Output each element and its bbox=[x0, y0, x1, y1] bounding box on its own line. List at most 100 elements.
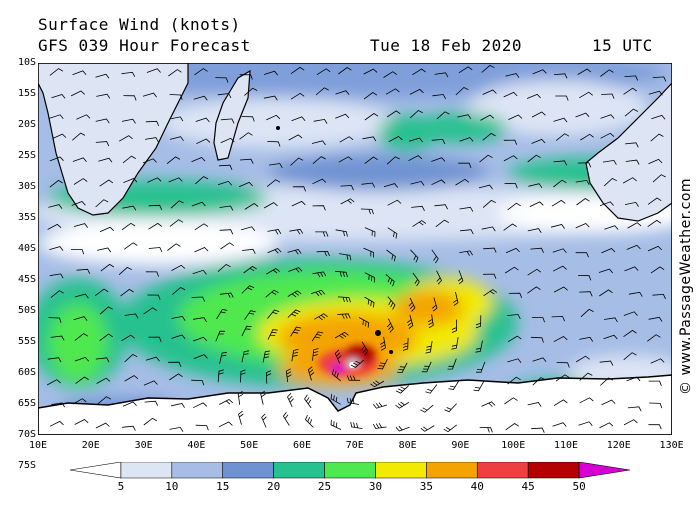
wind-barb bbox=[142, 92, 157, 98]
wind-barb bbox=[240, 226, 256, 231]
legend-swatch bbox=[578, 462, 631, 479]
wind-barb bbox=[626, 376, 641, 382]
wind-barb bbox=[346, 397, 360, 405]
wind-barb bbox=[503, 223, 517, 231]
australia-landmass bbox=[585, 82, 672, 222]
wind-barb bbox=[387, 296, 396, 310]
wind-barb bbox=[432, 94, 446, 100]
legend-level-label: 20 bbox=[267, 480, 281, 493]
wind-speed-fill bbox=[38, 63, 672, 435]
wind-barb bbox=[100, 263, 115, 272]
wind-barb bbox=[388, 136, 403, 143]
wind-barb bbox=[172, 287, 186, 295]
wind-barb bbox=[383, 71, 398, 78]
wind-barb bbox=[459, 137, 474, 142]
wind-barb bbox=[482, 132, 496, 141]
wind-barb bbox=[99, 333, 113, 342]
lon-label: 20E bbox=[81, 440, 100, 451]
wind-barb bbox=[480, 114, 495, 121]
wind-barb bbox=[244, 87, 258, 96]
wind-barb bbox=[195, 176, 209, 185]
wind-barb bbox=[72, 70, 87, 76]
wind-barb bbox=[71, 249, 85, 255]
wind-barb bbox=[238, 410, 244, 425]
forecast-time: 15 UTC bbox=[592, 36, 653, 55]
wind-barb bbox=[305, 414, 314, 428]
wind-barb bbox=[372, 423, 387, 429]
wind-barb bbox=[478, 184, 493, 190]
legend-level-label: 45 bbox=[521, 480, 535, 493]
wind-barb bbox=[648, 424, 662, 430]
lat-label: 20S bbox=[17, 119, 36, 130]
wind-barb bbox=[443, 424, 457, 433]
wind-barb bbox=[527, 402, 542, 407]
wind-barb bbox=[553, 160, 568, 166]
wind-barb bbox=[599, 360, 614, 366]
wind-barb bbox=[457, 270, 464, 285]
wind-barb bbox=[287, 393, 294, 407]
wind-barb bbox=[624, 201, 639, 207]
lon-label: 30E bbox=[134, 440, 153, 451]
wind-barb bbox=[122, 401, 137, 407]
wind-barb bbox=[335, 90, 350, 95]
wind-barb bbox=[312, 178, 327, 185]
wind-barb bbox=[604, 225, 619, 230]
wind-barb bbox=[334, 331, 349, 339]
wind-barb bbox=[386, 110, 401, 118]
lon-label: 60E bbox=[292, 440, 312, 451]
wind-barb bbox=[49, 156, 64, 162]
wind-barb bbox=[220, 137, 235, 144]
wind-barb bbox=[169, 94, 183, 100]
wind-barb bbox=[240, 369, 246, 383]
wind-barb bbox=[505, 247, 520, 254]
wind-barb bbox=[579, 91, 593, 99]
wind-barb bbox=[167, 243, 181, 251]
wind-barb bbox=[241, 325, 252, 337]
wind-barb bbox=[244, 310, 256, 320]
wind-barb bbox=[451, 337, 459, 350]
wind-barb bbox=[47, 357, 62, 363]
wind-barb bbox=[505, 423, 520, 431]
legend-swatch bbox=[222, 462, 274, 479]
wind-barb bbox=[49, 68, 64, 76]
wind-barb bbox=[507, 335, 522, 343]
wind-barb bbox=[503, 91, 518, 98]
wind-barb bbox=[451, 319, 458, 333]
wind-barb bbox=[168, 361, 182, 367]
wind-barb bbox=[648, 316, 663, 322]
wind-barb bbox=[289, 228, 304, 235]
wind-barb bbox=[288, 134, 303, 141]
wind-barb bbox=[292, 186, 306, 192]
wind-barb bbox=[624, 75, 639, 81]
wind-barb bbox=[435, 219, 450, 228]
wind-barb bbox=[508, 292, 523, 298]
wind-barb bbox=[96, 377, 111, 384]
wind-barb bbox=[579, 397, 594, 404]
wind-barb bbox=[74, 333, 89, 341]
wind-barb bbox=[239, 132, 253, 140]
wind-barb bbox=[313, 118, 328, 124]
wind-map bbox=[38, 63, 672, 435]
wind-barb bbox=[73, 223, 89, 228]
wind-barb bbox=[290, 66, 305, 75]
wind-barb bbox=[603, 178, 617, 187]
wind-barb bbox=[553, 73, 568, 79]
wind-barb bbox=[171, 334, 186, 340]
wind-barb bbox=[121, 71, 136, 77]
wind-barb bbox=[627, 222, 642, 229]
wind-barb bbox=[244, 203, 259, 210]
forecast-label: GFS 039 Hour Forecast bbox=[38, 36, 251, 55]
lat-label: 35S bbox=[17, 212, 36, 223]
wind-barb bbox=[95, 141, 110, 147]
wind-barb bbox=[409, 110, 423, 119]
wind-barb bbox=[575, 179, 590, 185]
wind-barb bbox=[628, 291, 643, 297]
wind-barb bbox=[122, 425, 136, 431]
lat-label: 60S bbox=[17, 367, 36, 378]
wind-barb bbox=[216, 309, 228, 320]
wind-barb bbox=[481, 401, 496, 407]
wind-barb bbox=[70, 90, 85, 97]
legend-level-label: 50 bbox=[572, 480, 586, 493]
wind-barb bbox=[124, 313, 139, 319]
map-title: Surface Wind (knots) bbox=[38, 15, 241, 34]
